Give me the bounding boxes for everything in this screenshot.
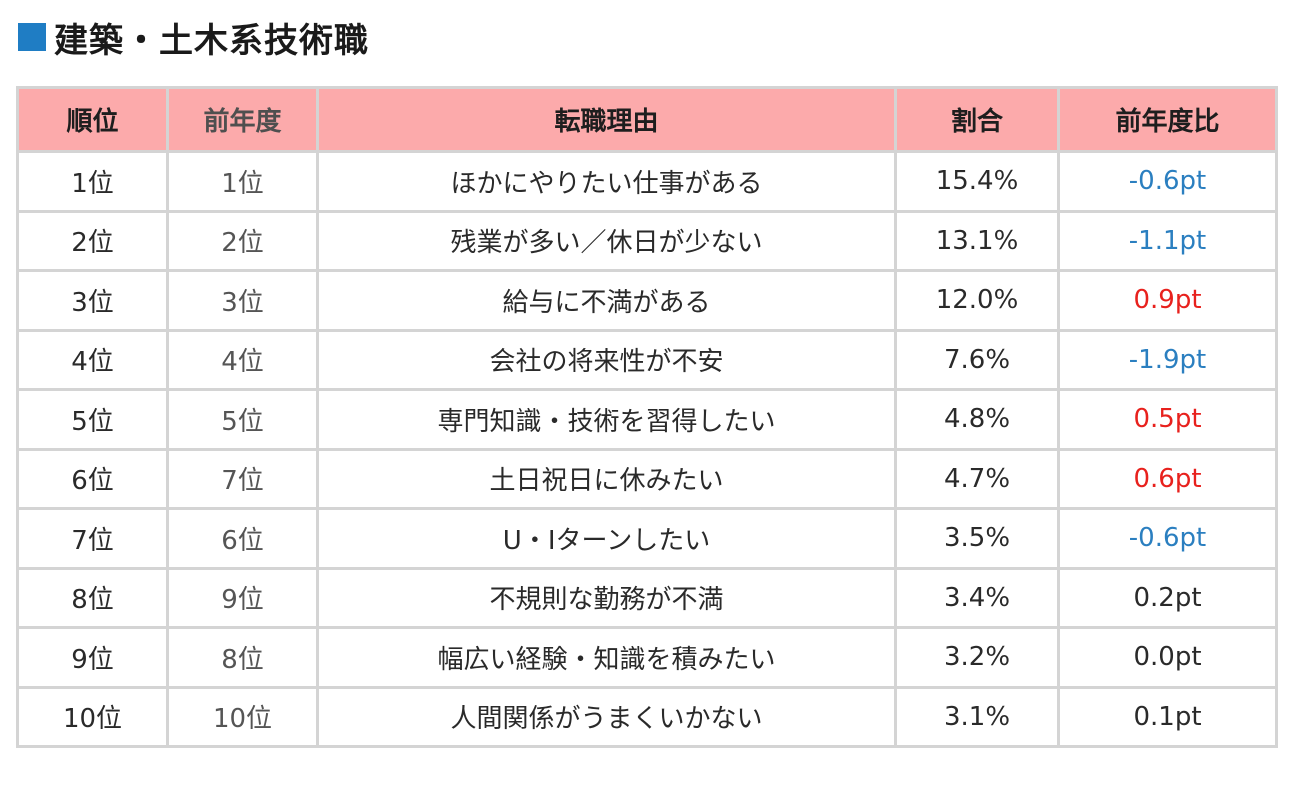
rank-cell: 5位 bbox=[16, 388, 169, 451]
rank-cell: 8位 bbox=[16, 566, 169, 629]
header-prev-year: 前年度 bbox=[166, 86, 319, 153]
yoy-diff-cell: 0.2pt bbox=[1057, 566, 1278, 629]
rank-cell: 4位 bbox=[16, 328, 169, 391]
yoy-diff-cell: -0.6pt bbox=[1057, 507, 1278, 570]
yoy-diff-cell: 0.1pt bbox=[1057, 685, 1278, 748]
rank-cell: 10位 bbox=[16, 685, 169, 748]
yoy-diff-cell: -1.1pt bbox=[1057, 209, 1278, 272]
yoy-diff-cell: -1.9pt bbox=[1057, 328, 1278, 391]
ratio-cell: 3.1% bbox=[894, 685, 1060, 748]
prev-year-cell: 10位 bbox=[166, 685, 319, 748]
reason-cell: 残業が多い／休日が少ない bbox=[316, 209, 897, 272]
prev-year-cell: 9位 bbox=[166, 566, 319, 629]
reason-cell: 土日祝日に休みたい bbox=[316, 447, 897, 510]
ratio-cell: 4.7% bbox=[894, 447, 1060, 510]
prev-year-cell: 2位 bbox=[166, 209, 319, 272]
table-row: 3位 3位 給与に不満がある 12.0% 0.9pt bbox=[16, 269, 1278, 332]
rank-cell: 6位 bbox=[16, 447, 169, 510]
yoy-diff-cell: 0.9pt bbox=[1057, 269, 1278, 332]
table-row: 9位 8位 幅広い経験・知識を積みたい 3.2% 0.0pt bbox=[16, 626, 1278, 689]
reason-cell: ほかにやりたい仕事がある bbox=[316, 150, 897, 213]
ratio-cell: 13.1% bbox=[894, 209, 1060, 272]
prev-year-cell: 6位 bbox=[166, 507, 319, 570]
table-row: 1位 1位 ほかにやりたい仕事がある 15.4% -0.6pt bbox=[16, 150, 1278, 213]
table-row: 2位 2位 残業が多い／休日が少ない 13.1% -1.1pt bbox=[16, 209, 1278, 272]
ratio-cell: 15.4% bbox=[894, 150, 1060, 213]
yoy-diff-cell: 0.0pt bbox=[1057, 626, 1278, 689]
table-row: 5位 5位 専門知識・技術を習得したい 4.8% 0.5pt bbox=[16, 388, 1278, 451]
rank-cell: 1位 bbox=[16, 150, 169, 213]
square-bullet-icon bbox=[18, 23, 46, 51]
prev-year-cell: 1位 bbox=[166, 150, 319, 213]
reason-cell: 給与に不満がある bbox=[316, 269, 897, 332]
header-rank: 順位 bbox=[16, 86, 169, 153]
header-ratio: 割合 bbox=[894, 86, 1060, 153]
table-row: 10位 10位 人間関係がうまくいかない 3.1% 0.1pt bbox=[16, 685, 1278, 748]
page-title-text: 建築・土木系技術職 bbox=[54, 20, 369, 61]
table-row: 8位 9位 不規則な勤務が不満 3.4% 0.2pt bbox=[16, 566, 1278, 629]
ratio-cell: 3.5% bbox=[894, 507, 1060, 570]
table-row: 6位 7位 土日祝日に休みたい 4.7% 0.6pt bbox=[16, 447, 1278, 510]
table-body: 1位 1位 ほかにやりたい仕事がある 15.4% -0.6pt 2位 2位 残業が多い／休日が… bbox=[16, 150, 1278, 748]
rank-cell: 2位 bbox=[16, 209, 169, 272]
prev-year-cell: 4位 bbox=[166, 328, 319, 391]
table-header-row: 順位 前年度 転職理由 割合 前年度比 bbox=[16, 86, 1278, 153]
ratio-cell: 4.8% bbox=[894, 388, 1060, 451]
rank-cell: 3位 bbox=[16, 269, 169, 332]
ratio-cell: 7.6% bbox=[894, 328, 1060, 391]
reason-cell: 幅広い経験・知識を積みたい bbox=[316, 626, 897, 689]
prev-year-cell: 5位 bbox=[166, 388, 319, 451]
prev-year-cell: 8位 bbox=[166, 626, 319, 689]
ratio-cell: 3.2% bbox=[894, 626, 1060, 689]
prev-year-cell: 3位 bbox=[166, 269, 319, 332]
reason-cell: U・Iターンしたい bbox=[316, 507, 897, 570]
yoy-diff-cell: 0.6pt bbox=[1057, 447, 1278, 510]
ratio-cell: 12.0% bbox=[894, 269, 1060, 332]
yoy-diff-cell: -0.6pt bbox=[1057, 150, 1278, 213]
header-reason: 転職理由 bbox=[316, 86, 897, 153]
prev-year-cell: 7位 bbox=[166, 447, 319, 510]
rank-cell: 7位 bbox=[16, 507, 169, 570]
header-yoy: 前年度比 bbox=[1057, 86, 1278, 153]
ranking-table: 順位 前年度 転職理由 割合 前年度比 1位 1位 ほかにやりたい仕事がある 15.4… bbox=[16, 86, 1278, 748]
rank-cell: 9位 bbox=[16, 626, 169, 689]
reason-cell: 人間関係がうまくいかない bbox=[316, 685, 897, 748]
page-title: 建築・土木系技術職 bbox=[18, 12, 369, 62]
reason-cell: 会社の将来性が不安 bbox=[316, 328, 897, 391]
yoy-diff-cell: 0.5pt bbox=[1057, 388, 1278, 451]
table-row: 4位 4位 会社の将来性が不安 7.6% -1.9pt bbox=[16, 328, 1278, 391]
reason-cell: 不規則な勤務が不満 bbox=[316, 566, 897, 629]
table-row: 7位 6位 U・Iターンしたい 3.5% -0.6pt bbox=[16, 507, 1278, 570]
reason-cell: 専門知識・技術を習得したい bbox=[316, 388, 897, 451]
ratio-cell: 3.4% bbox=[894, 566, 1060, 629]
